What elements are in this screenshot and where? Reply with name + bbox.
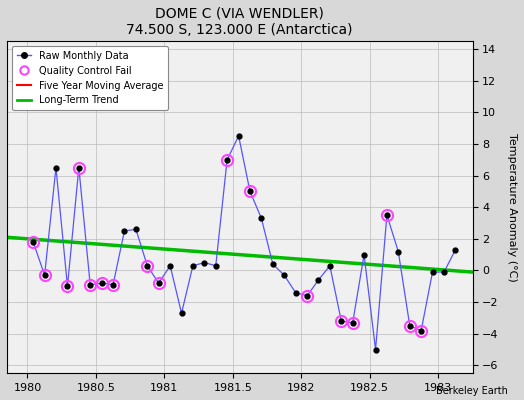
- Legend: Raw Monthly Data, Quality Control Fail, Five Year Moving Average, Long-Term Tren: Raw Monthly Data, Quality Control Fail, …: [12, 46, 168, 110]
- Text: Berkeley Earth: Berkeley Earth: [436, 386, 508, 396]
- Title: DOME C (VIA WENDLER)
74.500 S, 123.000 E (Antarctica): DOME C (VIA WENDLER) 74.500 S, 123.000 E…: [126, 7, 353, 37]
- Y-axis label: Temperature Anomaly (°C): Temperature Anomaly (°C): [507, 133, 517, 282]
